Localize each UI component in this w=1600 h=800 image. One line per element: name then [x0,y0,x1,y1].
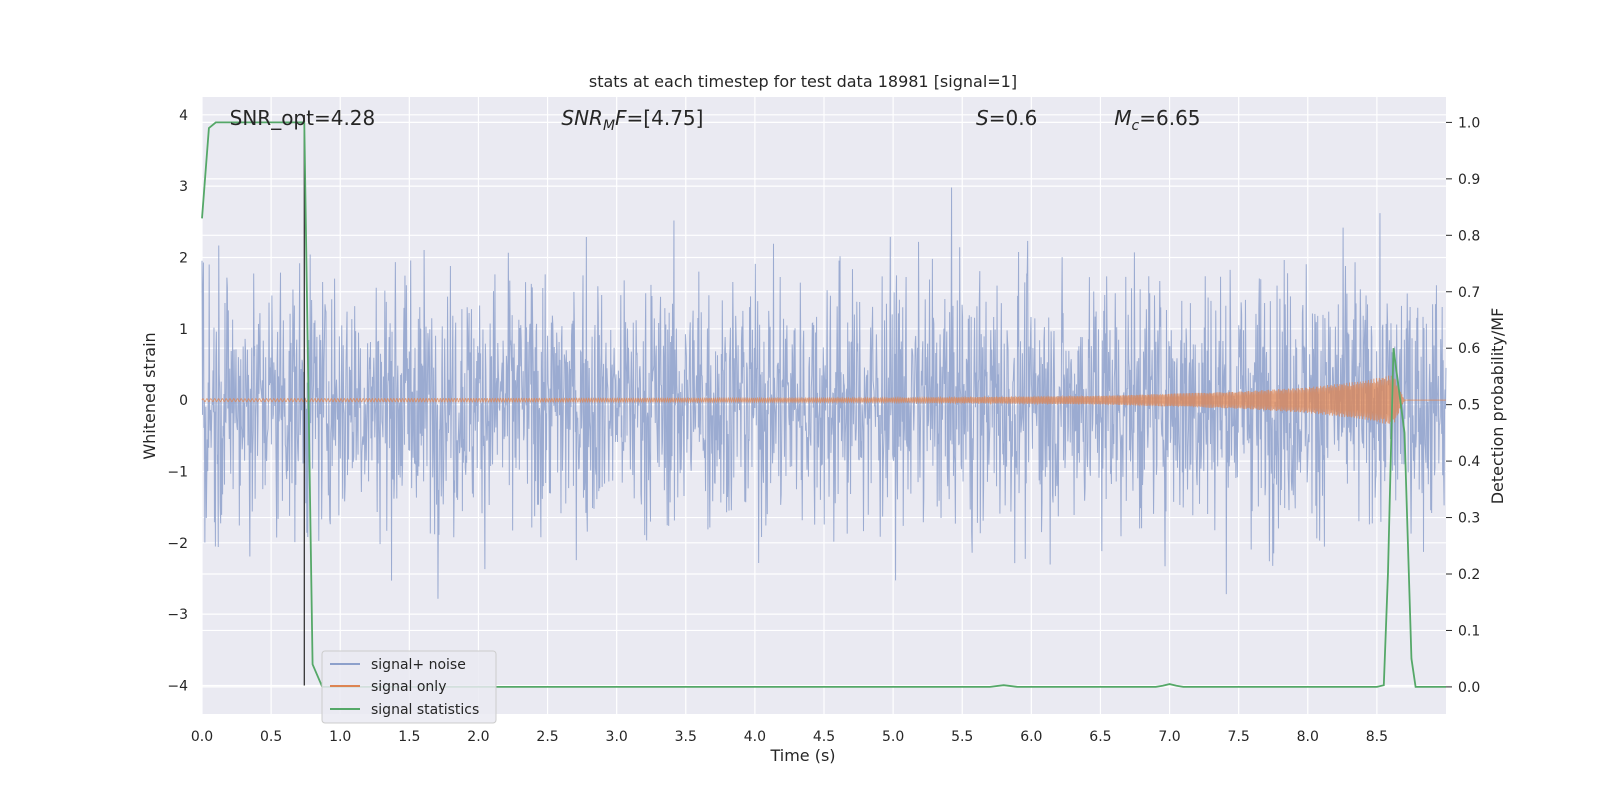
x-tick-label: 5.5 [951,729,973,745]
y-tick-label: 1 [179,322,188,338]
y-tick-label: 3 [179,179,188,195]
annotation-s: S=0.6 [976,106,1037,130]
x-tick-label: 1.0 [329,729,351,745]
y2-tick-label: 0.0 [1458,680,1480,696]
x-tick-label: 7.5 [1228,729,1250,745]
plot-area [201,114,1447,688]
annotations: SNR_opt=4.28 SNRMF=[4.75] S=0.6 Mc=6.65 [230,106,1201,134]
legend-box [321,650,497,724]
legend: signal+ noise signal only signal statist… [321,650,497,724]
y2-tick-label: 0.1 [1458,623,1480,639]
x-axis-ticks: 0.0 0.5 1.0 1.5 2.0 2.5 3.0 3.5 4.0 4.5 5.0 5.5 6.0 6… [191,729,1388,745]
x-tick-label: 8.0 [1297,729,1319,745]
y2-tick-label: 0.2 [1458,567,1480,583]
chart-title: stats at each timestep for test data 189… [589,72,1017,91]
y-tick-label: 4 [179,108,188,124]
y-axis-label: Whitened strain [140,332,159,459]
x-tick-label: 1.5 [398,729,420,745]
y2-axis-ticks: 1.0 0.9 0.8 0.7 0.6 0.5 0.4 0.3 0.2 0.1 0.0 [1446,115,1480,696]
y-tick-label: 0 [179,393,188,409]
y-tick-label: −4 [167,678,188,694]
y2-tick-label: 1.0 [1458,115,1480,131]
legend-label-statistics: signal statistics [371,702,479,718]
x-tick-label: 4.0 [744,729,766,745]
legend-label-signal: signal only [371,679,446,695]
x-tick-label: 2.5 [536,729,558,745]
x-tick-label: 4.5 [813,729,835,745]
x-tick-label: 3.0 [606,729,628,745]
y2-tick-label: 0.3 [1458,511,1480,527]
y2-tick-label: 0.8 [1458,228,1480,244]
x-tick-label: 6.5 [1089,729,1111,745]
y2-tick-label: 0.5 [1458,398,1480,414]
annotation-mc: Mc=6.65 [1114,106,1200,134]
y2-axis-label: Detection probability/MF [1488,308,1507,505]
x-tick-label: 7.0 [1158,729,1180,745]
annotation-snr-opt: SNR_opt=4.28 [230,106,376,130]
x-axis-label: Time (s) [769,746,835,765]
x-tick-label: 5.0 [882,729,904,745]
y2-tick-label: 0.9 [1458,172,1480,188]
y-tick-label: −3 [167,607,188,623]
y-tick-label: −2 [167,536,188,552]
x-tick-label: 3.5 [675,729,697,745]
y2-tick-label: 0.6 [1458,341,1480,357]
series-signal-only [201,375,1446,426]
y2-tick-label: 0.4 [1458,454,1480,470]
x-tick-label: 8.5 [1366,729,1388,745]
x-tick-label: 0.5 [260,729,282,745]
series-signal-statistics [201,121,1446,688]
legend-label-noise: signal+ noise [371,657,466,673]
x-tick-label: 2.0 [467,729,489,745]
y-tick-label: −1 [167,464,188,480]
annotation-snr-mf: SNRMF=[4.75] [561,106,703,134]
y-axis-ticks: 4 3 2 1 0 −1 −2 −3 −4 [167,108,188,695]
x-tick-label: 6.0 [1020,729,1042,745]
series-signal-noise [201,187,1447,599]
x-tick-label: 0.0 [191,729,213,745]
y2-tick-label: 0.7 [1458,285,1480,301]
y-tick-label: 2 [179,250,188,266]
